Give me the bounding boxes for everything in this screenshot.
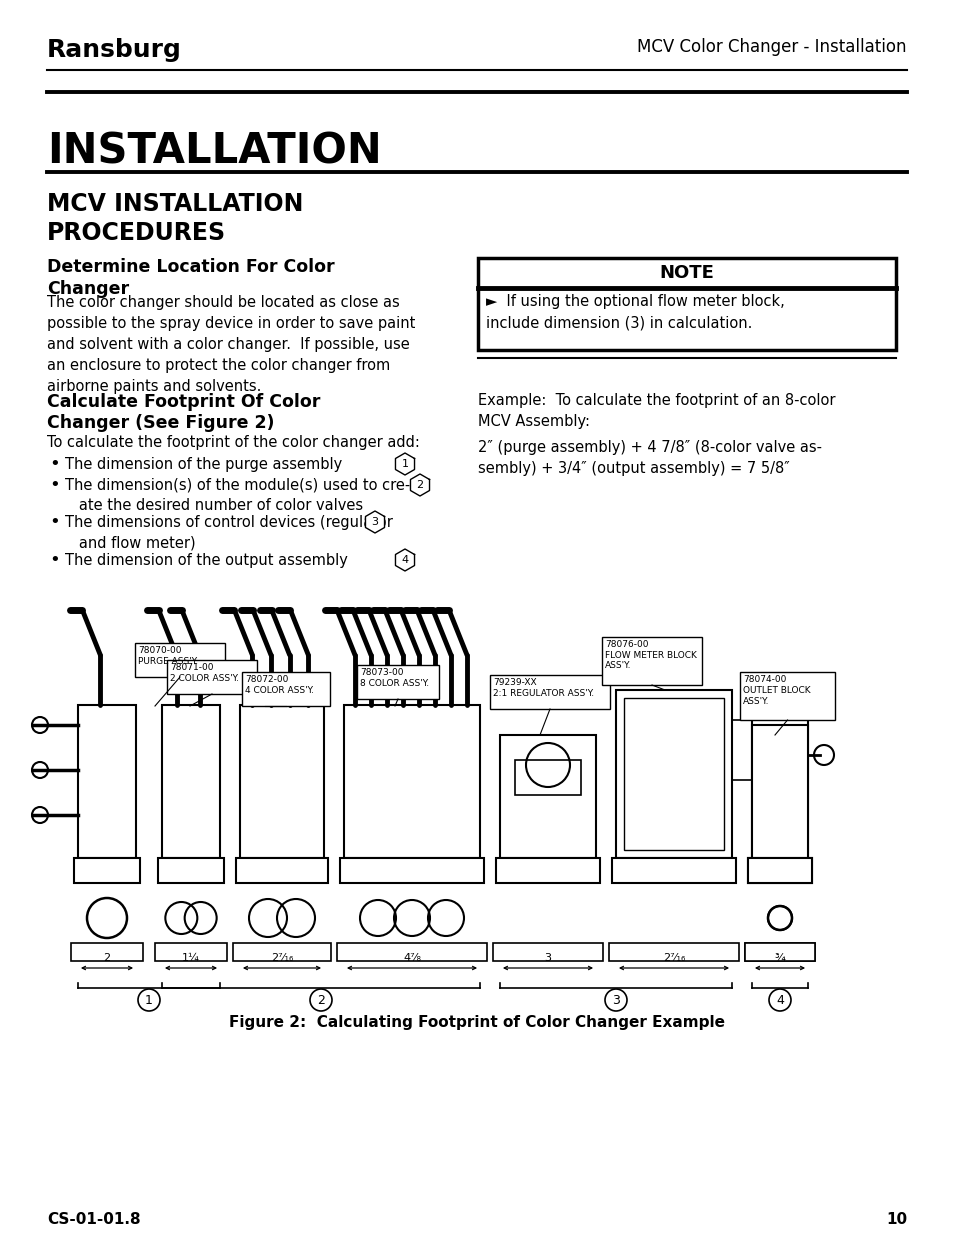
Text: 78073-00
8 COLOR ASS'Y.: 78073-00 8 COLOR ASS'Y. — [359, 668, 429, 688]
Text: 2″ (purge assembly) + 4 7/8″ (8-color valve as-
sembly) + 3/4″ (output assembly): 2″ (purge assembly) + 4 7/8″ (8-color va… — [477, 440, 821, 475]
Bar — [496, 858, 599, 883]
Text: The dimensions of control devices (regulator
   and flow meter): The dimensions of control devices (regul… — [65, 515, 393, 551]
Text: 79239-XX
2:1 REGULATOR ASS'Y.: 79239-XX 2:1 REGULATOR ASS'Y. — [493, 678, 594, 698]
Text: 3: 3 — [371, 517, 378, 527]
Text: The dimension of the purge assembly: The dimension of the purge assembly — [65, 457, 342, 472]
Text: •: • — [50, 454, 60, 473]
Text: 3: 3 — [612, 993, 619, 1007]
Text: 78076-00
FLOW METER BLOCK
ASS'Y.: 78076-00 FLOW METER BLOCK ASS'Y. — [604, 640, 696, 671]
Bar — [490, 676, 609, 709]
Bar — [493, 944, 602, 961]
Bar — [515, 760, 580, 795]
Bar — [339, 858, 483, 883]
Text: Calculate Footprint Of Color
Changer (See Figure 2): Calculate Footprint Of Color Changer (Se… — [47, 393, 320, 432]
Text: 78074-00
OUTLET BLOCK
ASS'Y.: 78074-00 OUTLET BLOCK ASS'Y. — [742, 676, 810, 705]
Text: INSTALLATION: INSTALLATION — [47, 130, 381, 172]
Text: 10: 10 — [885, 1212, 906, 1228]
Text: CS-01-01.8: CS-01-01.8 — [47, 1212, 140, 1228]
Text: ►  If using the optional flow meter block,
include dimension (3) in calculation.: ► If using the optional flow meter block… — [485, 294, 784, 330]
Bar — [744, 944, 814, 961]
Polygon shape — [395, 453, 415, 475]
Text: The color changer should be located as close as
possible to the spray device in : The color changer should be located as c… — [47, 295, 415, 394]
Polygon shape — [365, 511, 384, 534]
Text: 4: 4 — [775, 993, 783, 1007]
Bar — [608, 944, 739, 961]
Text: MCV INSTALLATION
PROCEDURES: MCV INSTALLATION PROCEDURES — [47, 191, 303, 245]
Text: Ransburg: Ransburg — [47, 38, 182, 62]
Text: •: • — [50, 513, 60, 531]
Bar — [71, 944, 143, 961]
Bar — [601, 637, 701, 685]
Bar — [242, 672, 330, 706]
Text: 78071-00
2 COLOR ASS'Y.: 78071-00 2 COLOR ASS'Y. — [170, 663, 239, 683]
Bar — [233, 944, 331, 961]
Bar — [235, 858, 328, 883]
Text: 2: 2 — [416, 480, 423, 490]
Bar — [74, 858, 140, 883]
Bar — [162, 705, 220, 858]
Bar — [240, 705, 324, 858]
Bar — [612, 858, 735, 883]
Circle shape — [768, 989, 790, 1011]
Bar — [344, 705, 479, 858]
Polygon shape — [395, 550, 415, 571]
Text: 2⁷⁄₁₆: 2⁷⁄₁₆ — [271, 953, 293, 963]
Bar — [135, 643, 225, 677]
Text: 4⁷⁄₈: 4⁷⁄₈ — [402, 953, 420, 963]
Bar — [356, 664, 438, 699]
Text: •: • — [50, 475, 60, 494]
Bar — [747, 858, 811, 883]
Text: 2: 2 — [103, 953, 111, 963]
Text: MCV Color Changer - Installation: MCV Color Changer - Installation — [637, 38, 906, 56]
Circle shape — [138, 989, 160, 1011]
Bar — [477, 258, 895, 350]
Polygon shape — [410, 474, 429, 496]
Text: The dimension of the output assembly: The dimension of the output assembly — [65, 553, 348, 568]
Bar — [154, 944, 227, 961]
Text: 78072-00
4 COLOR ASS'Y.: 78072-00 4 COLOR ASS'Y. — [245, 676, 314, 695]
Text: 2⁷⁄₁₆: 2⁷⁄₁₆ — [662, 953, 684, 963]
Text: Example:  To calculate the footprint of an 8-color
MCV Assembly:: Example: To calculate the footprint of a… — [477, 393, 835, 429]
Text: 1: 1 — [145, 993, 152, 1007]
Text: NOTE: NOTE — [659, 264, 714, 282]
Bar — [616, 690, 731, 858]
Text: Determine Location For Color
Changer: Determine Location For Color Changer — [47, 258, 335, 298]
Bar — [751, 725, 807, 858]
Bar — [744, 944, 814, 961]
Bar — [623, 698, 723, 850]
Text: To calculate the footprint of the color changer add:: To calculate the footprint of the color … — [47, 435, 419, 450]
Text: 1: 1 — [401, 459, 408, 469]
Bar — [336, 944, 486, 961]
Text: Figure 2:  Calculating Footprint of Color Changer Example: Figure 2: Calculating Footprint of Color… — [229, 1015, 724, 1030]
Text: ¾: ¾ — [774, 953, 784, 963]
Text: 1¼: 1¼ — [182, 953, 200, 963]
Text: 3: 3 — [544, 953, 551, 963]
Bar — [78, 705, 136, 858]
Text: •: • — [50, 551, 60, 569]
Bar — [158, 858, 224, 883]
Text: The dimension(s) of the module(s) used to cre-
   ate the desired number of colo: The dimension(s) of the module(s) used t… — [65, 478, 410, 514]
Circle shape — [310, 989, 332, 1011]
Bar — [747, 858, 811, 883]
Text: 2: 2 — [316, 993, 325, 1007]
Bar — [499, 735, 596, 858]
Bar — [751, 705, 807, 858]
Circle shape — [604, 989, 626, 1011]
Text: 78070-00
PURGE ASS'Y.: 78070-00 PURGE ASS'Y. — [138, 646, 198, 666]
Bar — [740, 672, 834, 720]
Bar — [167, 659, 256, 694]
Text: 4: 4 — [401, 555, 408, 564]
